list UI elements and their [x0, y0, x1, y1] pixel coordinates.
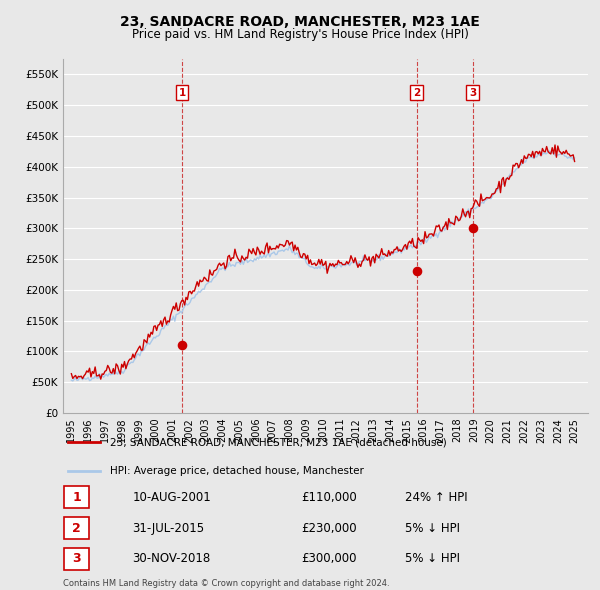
Point — [468, 224, 478, 233]
Text: 1: 1 — [72, 491, 81, 504]
Text: £300,000: £300,000 — [301, 552, 356, 565]
Text: 5% ↓ HPI: 5% ↓ HPI — [405, 522, 460, 535]
Bar — [64, 548, 89, 569]
Text: 5% ↓ HPI: 5% ↓ HPI — [405, 552, 460, 565]
Text: £110,000: £110,000 — [301, 491, 356, 504]
Text: 3: 3 — [72, 552, 81, 565]
Text: HPI: Average price, detached house, Manchester: HPI: Average price, detached house, Manc… — [110, 466, 364, 476]
Text: 23, SANDACRE ROAD, MANCHESTER, M23 1AE: 23, SANDACRE ROAD, MANCHESTER, M23 1AE — [120, 15, 480, 29]
Bar — [64, 487, 89, 508]
Text: 1: 1 — [179, 88, 186, 98]
Text: 30-NOV-2018: 30-NOV-2018 — [133, 552, 211, 565]
Text: £230,000: £230,000 — [301, 522, 356, 535]
Text: Price paid vs. HM Land Registry's House Price Index (HPI): Price paid vs. HM Land Registry's House … — [131, 28, 469, 41]
Point — [412, 267, 421, 276]
Text: 10-AUG-2001: 10-AUG-2001 — [133, 491, 211, 504]
Text: 23, SANDACRE ROAD, MANCHESTER, M23 1AE (detached house): 23, SANDACRE ROAD, MANCHESTER, M23 1AE (… — [110, 437, 447, 447]
Text: 24% ↑ HPI: 24% ↑ HPI — [405, 491, 467, 504]
Text: 3: 3 — [469, 88, 476, 98]
Text: 2: 2 — [72, 522, 81, 535]
Text: Contains HM Land Registry data © Crown copyright and database right 2024.
This d: Contains HM Land Registry data © Crown c… — [63, 579, 389, 590]
Point — [178, 340, 187, 350]
Text: 31-JUL-2015: 31-JUL-2015 — [133, 522, 205, 535]
Bar — [64, 517, 89, 539]
Text: 2: 2 — [413, 88, 420, 98]
